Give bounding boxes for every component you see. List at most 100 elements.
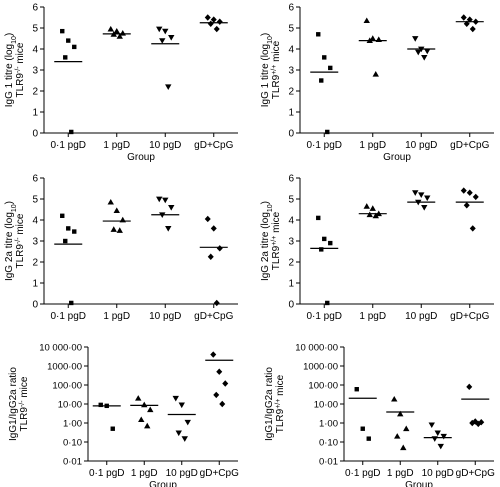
- data-point: [421, 205, 428, 211]
- data-point: [472, 193, 479, 201]
- data-point: [424, 195, 431, 202]
- data-point: [69, 129, 74, 135]
- y-axis-label: IgG1/IgG2a ratio: [264, 367, 275, 441]
- data-point: [213, 25, 220, 33]
- data-point: [366, 211, 373, 218]
- data-point: [325, 300, 330, 306]
- data-point: [107, 198, 114, 205]
- y-tick-label: 10·00: [314, 400, 338, 411]
- y-tick-label: 5: [32, 195, 38, 206]
- data-point: [222, 380, 229, 387]
- data-point: [412, 36, 419, 42]
- y-tick-label: 1000·00: [47, 362, 82, 373]
- x-tick-label: gD+CpG: [194, 140, 233, 151]
- data-point: [316, 215, 321, 221]
- data-point: [181, 436, 188, 442]
- y-tick-label: 1·00: [63, 419, 82, 430]
- data-point: [178, 402, 185, 409]
- y-tick-label: 3: [288, 66, 294, 77]
- data-point: [363, 203, 370, 209]
- chart-panel-5: 0·01 0·10 1·00 10·00 100·00 1000·00 10 000·00 0…: [8, 343, 239, 487]
- y-tick-label: 2: [288, 87, 294, 98]
- data-point: [322, 236, 327, 242]
- data-point: [418, 192, 425, 198]
- data-point: [168, 35, 175, 41]
- data-point: [437, 443, 444, 450]
- data-point: [116, 33, 123, 39]
- x-tick-label: gD+CpG: [194, 311, 233, 322]
- chart-panel-4: 0 1 2 3 4 5 6 0·1 pgD 1 pgD 10 pgD gD+CpG IgG 2a ti…: [260, 174, 494, 322]
- data-point: [319, 247, 324, 252]
- data-point: [175, 430, 182, 437]
- data-point: [469, 25, 476, 33]
- y-tick-label: 1000·00: [303, 362, 338, 373]
- x-tick-label: gD+CpG: [200, 468, 239, 479]
- y-tick-label: 10·00: [58, 400, 82, 411]
- data-point: [319, 78, 324, 83]
- data-point: [466, 383, 473, 391]
- x-axis-label: Group: [383, 152, 411, 163]
- x-axis-label: Group: [149, 480, 177, 487]
- data-point: [147, 406, 154, 413]
- y-tick-label: 5: [288, 24, 294, 35]
- y-tick-label: 0·10: [319, 438, 338, 449]
- y-axis-label: IgG 2a titre (log10): [4, 201, 18, 281]
- y-tick-label: 1: [288, 108, 294, 119]
- data-point: [463, 202, 470, 209]
- data-point: [397, 410, 404, 417]
- y-tick-label: 2: [32, 258, 38, 269]
- data-point: [466, 189, 473, 196]
- data-point: [403, 425, 410, 432]
- y-tick-label: 0: [32, 129, 38, 140]
- x-tick-label: 0·1 pgD: [345, 468, 381, 479]
- y-tick-label: 10 000·00: [295, 343, 338, 354]
- x-tick-label: 10 pgD: [149, 140, 181, 151]
- x-tick-label: 10 pgD: [405, 140, 437, 151]
- data-point: [110, 426, 115, 431]
- x-tick-label: gD+CpG: [456, 468, 495, 479]
- data-point: [110, 226, 117, 232]
- x-tick-label: 1 pgD: [387, 468, 414, 479]
- data-point: [159, 38, 166, 44]
- data-point: [204, 215, 211, 223]
- data-point: [363, 17, 370, 24]
- data-point: [460, 14, 467, 21]
- y-tick-label: 1: [288, 279, 294, 290]
- data-point: [60, 28, 65, 34]
- y-tick-label: 1: [32, 108, 38, 119]
- y-tick-label: 0·10: [63, 438, 82, 449]
- y-axis-label: TLR9+/+ mice: [275, 374, 287, 433]
- data-point: [207, 253, 214, 260]
- y-tick-label: 5: [32, 24, 38, 35]
- data-point: [412, 190, 419, 196]
- data-point: [366, 436, 371, 441]
- x-tick-label: 1 pgD: [359, 140, 386, 151]
- data-point: [475, 420, 482, 428]
- x-tick-label: 0·1 pgD: [50, 311, 86, 322]
- data-point: [325, 129, 330, 135]
- chart-panel-3: 0 1 2 3 4 5 6 0·1 pgD 1 pgD 10 pgD gD+CpG IgG 2a ti…: [4, 174, 238, 322]
- data-point: [138, 416, 145, 423]
- data-point: [172, 395, 179, 402]
- data-point: [69, 300, 74, 306]
- data-point: [72, 229, 77, 234]
- x-tick-label: 10 pgD: [149, 311, 181, 322]
- data-point: [210, 351, 217, 358]
- data-point: [162, 197, 169, 204]
- x-tick-label: 1 pgD: [131, 468, 158, 479]
- data-point: [328, 65, 333, 71]
- x-tick-label: 1 pgD: [359, 311, 386, 322]
- data-point: [394, 433, 401, 439]
- data-point: [210, 16, 217, 23]
- data-point: [184, 419, 191, 426]
- data-point: [162, 28, 169, 35]
- y-tick-label: 6: [288, 174, 294, 185]
- y-tick-label: 6: [32, 174, 38, 185]
- data-point: [360, 426, 365, 431]
- y-tick-label: 0: [288, 129, 294, 140]
- data-point: [469, 225, 476, 232]
- y-tick-label: 0·01: [63, 457, 82, 468]
- data-point: [354, 387, 359, 392]
- y-tick-label: 5: [288, 195, 294, 206]
- x-tick-label: 10 pgD: [405, 311, 437, 322]
